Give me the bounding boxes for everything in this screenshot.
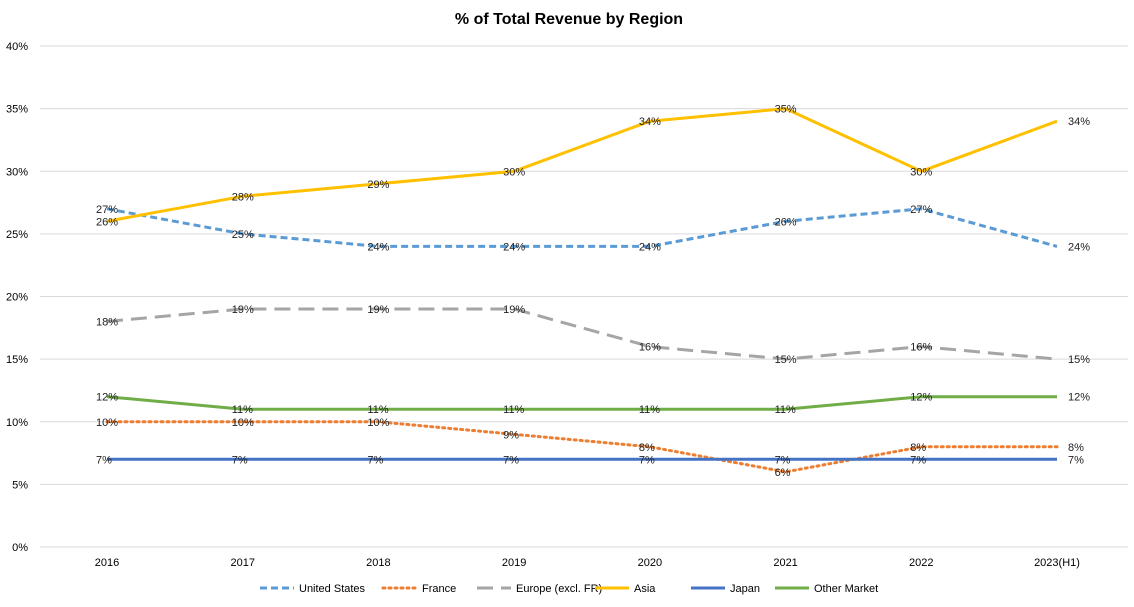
data-label-united-states: 25% <box>232 229 254 241</box>
y-tick-label: 5% <box>12 479 28 491</box>
x-tick-label: 2023(H1) <box>1034 557 1080 569</box>
data-label-asia: 30% <box>910 166 932 178</box>
series-lines <box>105 107 1059 474</box>
data-label-united-states: 24% <box>503 241 525 253</box>
data-label-united-states: 24% <box>639 241 661 253</box>
data-label-japan: 7% <box>910 454 926 466</box>
y-tick-label: 10% <box>6 417 28 429</box>
chart-title: % of Total Revenue by Region <box>455 11 683 28</box>
legend-label: Other Market <box>814 583 878 595</box>
x-tick-label: 2016 <box>95 557 119 569</box>
data-label-asia: 29% <box>367 179 389 191</box>
data-label-other-market: 12% <box>96 392 118 404</box>
data-label-other-market: 11% <box>639 404 660 416</box>
data-label-europe-excl-fr: 16% <box>910 342 932 354</box>
data-label-france: 8% <box>1068 442 1084 454</box>
x-tick-label: 2021 <box>773 557 797 569</box>
y-tick-label: 0% <box>12 542 28 554</box>
data-label-asia: 34% <box>1068 116 1090 128</box>
series-line-france <box>105 420 1059 474</box>
legend-item-asia: Asia <box>595 583 656 595</box>
data-label-europe-excl-fr: 19% <box>367 304 389 316</box>
y-axis-tick-labels: 0% 5% 10% 15% 20% 25% 30% 35% 40% <box>6 41 28 554</box>
data-label-japan: 7% <box>639 454 655 466</box>
grid-layer <box>40 45 1128 548</box>
x-tick-label: 2017 <box>230 557 254 569</box>
legend-item-united-states: United States <box>260 583 366 595</box>
y-tick-label: 25% <box>6 229 28 241</box>
series-line-united-states <box>106 207 1058 248</box>
legend-item-france: France <box>381 583 456 595</box>
x-tick-label: 2019 <box>502 557 526 569</box>
y-tick-label: 30% <box>6 166 28 178</box>
data-label-france: 10% <box>367 417 389 429</box>
data-label-japan: 7% <box>96 454 112 466</box>
data-label-other-market: 12% <box>1068 392 1090 404</box>
legend-label: United States <box>299 583 366 595</box>
data-label-other-market: 11% <box>503 404 524 416</box>
data-label-europe-excl-fr: 19% <box>232 304 254 316</box>
data-label-france: 8% <box>910 442 926 454</box>
x-tick-label: 2018 <box>366 557 390 569</box>
data-labels: 27%25%24% 24% 24%26%27%24%10% 10% 10%9%8%6%8… <box>96 104 1090 479</box>
data-label-other-market: 11% <box>775 404 796 416</box>
data-label-europe-excl-fr: 16% <box>639 342 661 354</box>
data-label-europe-excl-fr: 15% <box>1068 354 1090 366</box>
legend-label: Europe (excl. FR) <box>516 583 602 595</box>
data-label-asia: 30% <box>503 166 525 178</box>
data-label-united-states: 24% <box>367 241 389 253</box>
data-label-japan: 7% <box>367 454 383 466</box>
data-label-united-states: 26% <box>775 216 797 228</box>
legend-label: Japan <box>730 583 760 595</box>
series-line-other-market <box>106 395 1057 411</box>
series-line-asia <box>106 107 1058 223</box>
legend-item-japan: Japan <box>691 583 760 595</box>
legend-label: France <box>422 583 456 595</box>
data-label-asia: 26% <box>96 216 118 228</box>
data-label-japan: 7% <box>232 454 248 466</box>
data-label-united-states: 27% <box>96 204 118 216</box>
data-label-japan: 7% <box>775 454 791 466</box>
y-tick-label: 20% <box>6 292 28 304</box>
data-label-europe-excl-fr: 15% <box>775 354 797 366</box>
data-label-france: 10% <box>96 417 118 429</box>
data-label-japan: 7% <box>503 454 519 466</box>
data-label-asia: 28% <box>232 191 254 203</box>
data-label-europe-excl-fr: 19% <box>503 304 525 316</box>
y-tick-label: 35% <box>6 104 28 116</box>
data-label-japan: 7% <box>1068 454 1084 466</box>
data-label-asia: 35% <box>775 104 797 116</box>
data-label-other-market: 12% <box>910 392 932 404</box>
data-label-france: 6% <box>775 467 791 479</box>
data-label-united-states: 27% <box>910 204 932 216</box>
data-label-other-market: 11% <box>232 404 253 416</box>
x-axis-tick-labels: 2016 2017 2018 2019 2020 2021 2022 2023(H1) <box>95 557 1080 569</box>
legend-item-europe-excl-fr: Europe (excl. FR) <box>477 583 602 595</box>
legend-label: Asia <box>634 583 656 595</box>
data-label-france: 10% <box>232 417 254 429</box>
data-label-asia: 34% <box>639 116 661 128</box>
data-label-other-market: 11% <box>367 404 388 416</box>
legend-item-other-market: Other Market <box>775 583 878 595</box>
data-label-united-states: 24% <box>1068 241 1090 253</box>
x-tick-label: 2020 <box>638 557 662 569</box>
y-tick-label: 40% <box>6 41 28 53</box>
legend: United States France Europe (excl. FR) Asia… <box>260 583 878 595</box>
series-line-europe-excl-fr <box>106 307 1058 361</box>
x-tick-label: 2022 <box>909 557 933 569</box>
y-tick-label: 15% <box>6 354 28 366</box>
data-label-france: 8% <box>639 442 655 454</box>
data-label-france: 9% <box>503 429 519 441</box>
data-label-europe-excl-fr: 18% <box>96 317 118 329</box>
